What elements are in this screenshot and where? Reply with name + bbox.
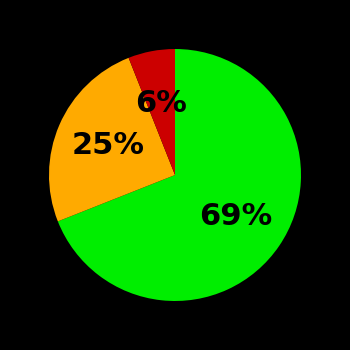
Wedge shape	[128, 49, 175, 175]
Wedge shape	[49, 58, 175, 222]
Wedge shape	[58, 49, 301, 301]
Text: 69%: 69%	[199, 202, 272, 231]
Text: 25%: 25%	[71, 132, 145, 161]
Text: 6%: 6%	[135, 89, 187, 118]
